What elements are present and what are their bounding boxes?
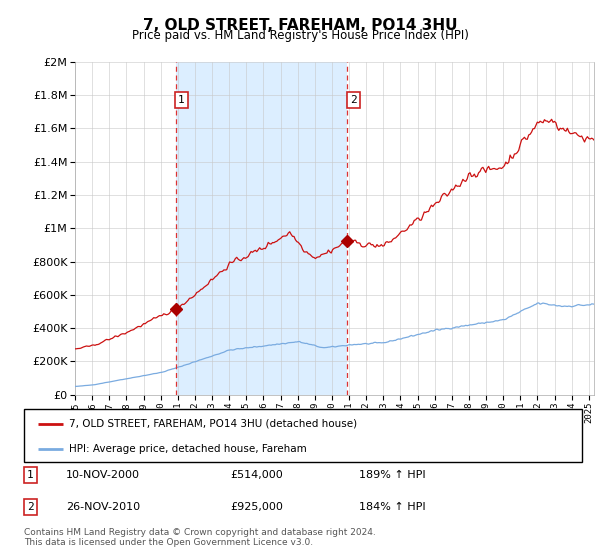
Text: £925,000: £925,000	[230, 502, 283, 512]
Bar	[176, 62, 347, 395]
Text: 7, OLD STREET, FAREHAM, PO14 3HU: 7, OLD STREET, FAREHAM, PO14 3HU	[143, 18, 457, 33]
Text: 7, OLD STREET, FAREHAM, PO14 3HU (detached house): 7, OLD STREET, FAREHAM, PO14 3HU (detach…	[68, 419, 357, 429]
Text: 2: 2	[27, 502, 34, 512]
Text: Price paid vs. HM Land Registry's House Price Index (HPI): Price paid vs. HM Land Registry's House …	[131, 29, 469, 42]
Text: 26-NOV-2010: 26-NOV-2010	[66, 502, 140, 512]
Text: 1: 1	[27, 470, 34, 480]
FancyBboxPatch shape	[24, 409, 582, 462]
Text: 2: 2	[350, 95, 356, 105]
Text: HPI: Average price, detached house, Fareham: HPI: Average price, detached house, Fare…	[68, 444, 307, 454]
Text: 184% ↑ HPI: 184% ↑ HPI	[359, 502, 425, 512]
Text: £514,000: £514,000	[230, 470, 283, 480]
Text: 1: 1	[178, 95, 185, 105]
Text: Contains HM Land Registry data © Crown copyright and database right 2024.
This d: Contains HM Land Registry data © Crown c…	[24, 528, 376, 547]
Text: 189% ↑ HPI: 189% ↑ HPI	[359, 470, 425, 480]
Text: 10-NOV-2000: 10-NOV-2000	[66, 470, 140, 480]
